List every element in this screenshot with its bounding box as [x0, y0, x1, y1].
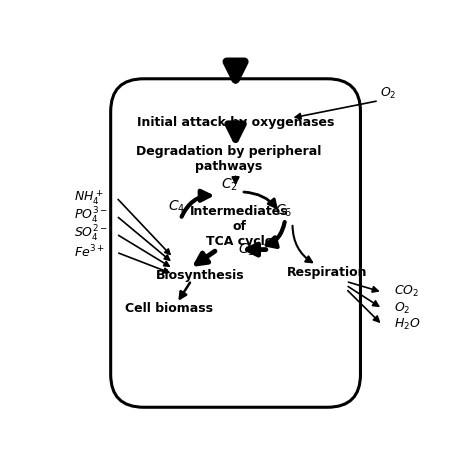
Text: $O_2$: $O_2$: [394, 301, 411, 316]
Text: Initial attack by oxygenases: Initial attack by oxygenases: [137, 116, 334, 129]
Text: Respiration: Respiration: [287, 266, 368, 280]
Text: Biosynthesis: Biosynthesis: [156, 269, 245, 283]
Text: $O_2$: $O_2$: [380, 86, 396, 101]
Text: $CO_2$: $CO_2$: [394, 283, 419, 299]
Text: Intermediates
of
TCA cycle: Intermediates of TCA cycle: [190, 205, 289, 248]
Text: $PO_4^{3-}$: $PO_4^{3-}$: [74, 206, 108, 226]
Text: $NH_4^+$: $NH_4^+$: [74, 188, 104, 207]
Text: $C_2$: $C_2$: [220, 176, 237, 193]
Text: $Fe^{3+}$: $Fe^{3+}$: [74, 244, 105, 260]
Text: Degradation by peripheral
pathways: Degradation by peripheral pathways: [136, 145, 321, 173]
Text: $C_5$: $C_5$: [238, 241, 255, 258]
Text: $H_2O$: $H_2O$: [394, 317, 421, 332]
Text: $C_4$: $C_4$: [168, 198, 185, 215]
Text: $SO_4^{2-}$: $SO_4^{2-}$: [74, 224, 108, 244]
Text: Cell biomass: Cell biomass: [126, 302, 213, 315]
Text: $C_6$: $C_6$: [275, 203, 292, 219]
